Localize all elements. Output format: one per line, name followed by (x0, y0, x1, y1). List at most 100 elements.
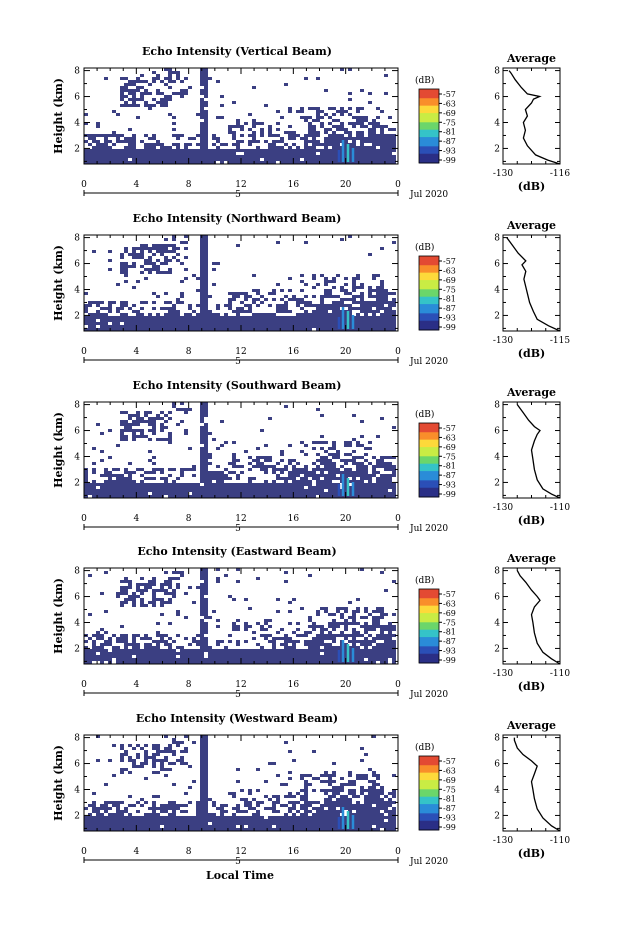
y-tick-label: 8 (74, 401, 80, 411)
echo-cell (304, 786, 308, 789)
echo-cell (268, 417, 272, 420)
echo-cell (212, 822, 396, 825)
echo-cell (304, 295, 308, 298)
echo-cell (324, 277, 328, 280)
echo-cell (332, 786, 344, 789)
echo-cell (316, 459, 332, 462)
echo-cell (180, 655, 204, 658)
colorbar-swatch (419, 633, 439, 636)
y-tick-label: 8 (74, 234, 80, 244)
echo-cell (172, 738, 176, 741)
echo-cell (196, 313, 220, 316)
echo-cell (176, 301, 184, 304)
echo-cell (120, 768, 128, 771)
echo-cell (96, 423, 100, 426)
echo-cell (120, 92, 124, 95)
echo-cell (168, 762, 176, 765)
echo-cell (356, 441, 360, 444)
echo-cell (216, 619, 220, 622)
echo-cell (132, 435, 148, 438)
echo-cell (264, 480, 268, 483)
echo-cell (344, 628, 348, 631)
echo-cell (268, 143, 276, 146)
echo-cell (248, 456, 252, 459)
echo-cell (200, 741, 208, 744)
colorbar-swatch (419, 611, 439, 614)
echo-cell (368, 613, 372, 616)
echo-cell (304, 783, 312, 786)
echo-cell (168, 495, 316, 498)
echo-cell (228, 161, 276, 164)
echo-cell (376, 825, 396, 828)
echo-cell (144, 262, 156, 265)
echo-cell (300, 607, 304, 610)
echo-cell (360, 420, 364, 423)
echo-cell (152, 492, 188, 495)
echo-cell (320, 780, 336, 783)
echo-cell (280, 783, 288, 786)
echo-cell (356, 607, 360, 610)
echo-cell (116, 477, 132, 480)
echo-cell (300, 274, 304, 277)
echo-cell (336, 450, 340, 453)
echo-cell (128, 795, 132, 798)
echo-cell (156, 631, 160, 634)
echo-cell (196, 801, 208, 804)
echo-cell (252, 459, 260, 462)
echo-cell (200, 786, 208, 789)
echo-cell (288, 110, 292, 113)
echo-cell (180, 762, 188, 765)
echo-cell (152, 292, 156, 295)
echo-cell (252, 274, 256, 277)
echo-cell (168, 637, 172, 640)
echo-cell (352, 456, 364, 459)
echo-cell (152, 462, 156, 465)
echo-cell (140, 601, 144, 604)
echo-cell (240, 301, 244, 304)
colorbar-swatch (419, 94, 439, 97)
echo-cell (160, 262, 168, 265)
profile-x-tick-label: -130 (493, 669, 513, 679)
echo-cell (120, 601, 128, 604)
echo-cell (376, 459, 384, 462)
echo-cell (372, 313, 376, 316)
echo-cell (252, 298, 260, 301)
echo-cell (360, 292, 364, 295)
colorbar-tick-label: -69 (443, 609, 456, 618)
echo-cell (164, 292, 168, 295)
x-tick-label: 0 (395, 680, 401, 690)
echo-cell (144, 801, 148, 804)
echo-cell (136, 468, 144, 471)
echo-cell (284, 405, 288, 408)
echo-cell (320, 607, 328, 610)
echo-cell (276, 304, 288, 307)
colorbar-swatch (419, 267, 439, 270)
echo-cell (392, 795, 396, 798)
colorbar-swatch (419, 318, 439, 322)
echo-cell (168, 577, 180, 580)
echo-cell (184, 277, 188, 280)
echo-cell (376, 804, 392, 807)
echo-cell (296, 634, 308, 637)
colorbar-swatch (419, 627, 439, 631)
echo-cell (160, 98, 172, 101)
colorbar-unit: (dB) (415, 409, 434, 420)
colorbar-swatch (419, 642, 439, 645)
colorbar-swatch (419, 776, 439, 779)
echo-cell (132, 432, 136, 435)
echo-cell (300, 441, 304, 444)
echo-cell (328, 107, 336, 110)
echo-cell (200, 247, 208, 250)
echo-cell (352, 613, 356, 616)
echo-cell (120, 429, 144, 432)
echo-cell (304, 77, 308, 80)
echo-cell (92, 810, 100, 813)
echo-cell (124, 137, 136, 140)
colorbar-swatch (419, 90, 439, 94)
echo-cell (108, 304, 112, 307)
colorbar-swatch (419, 800, 439, 803)
echo-cell (164, 735, 168, 738)
echo-cell (144, 471, 156, 474)
echo-cell (232, 628, 240, 631)
echo-cell (188, 586, 192, 589)
